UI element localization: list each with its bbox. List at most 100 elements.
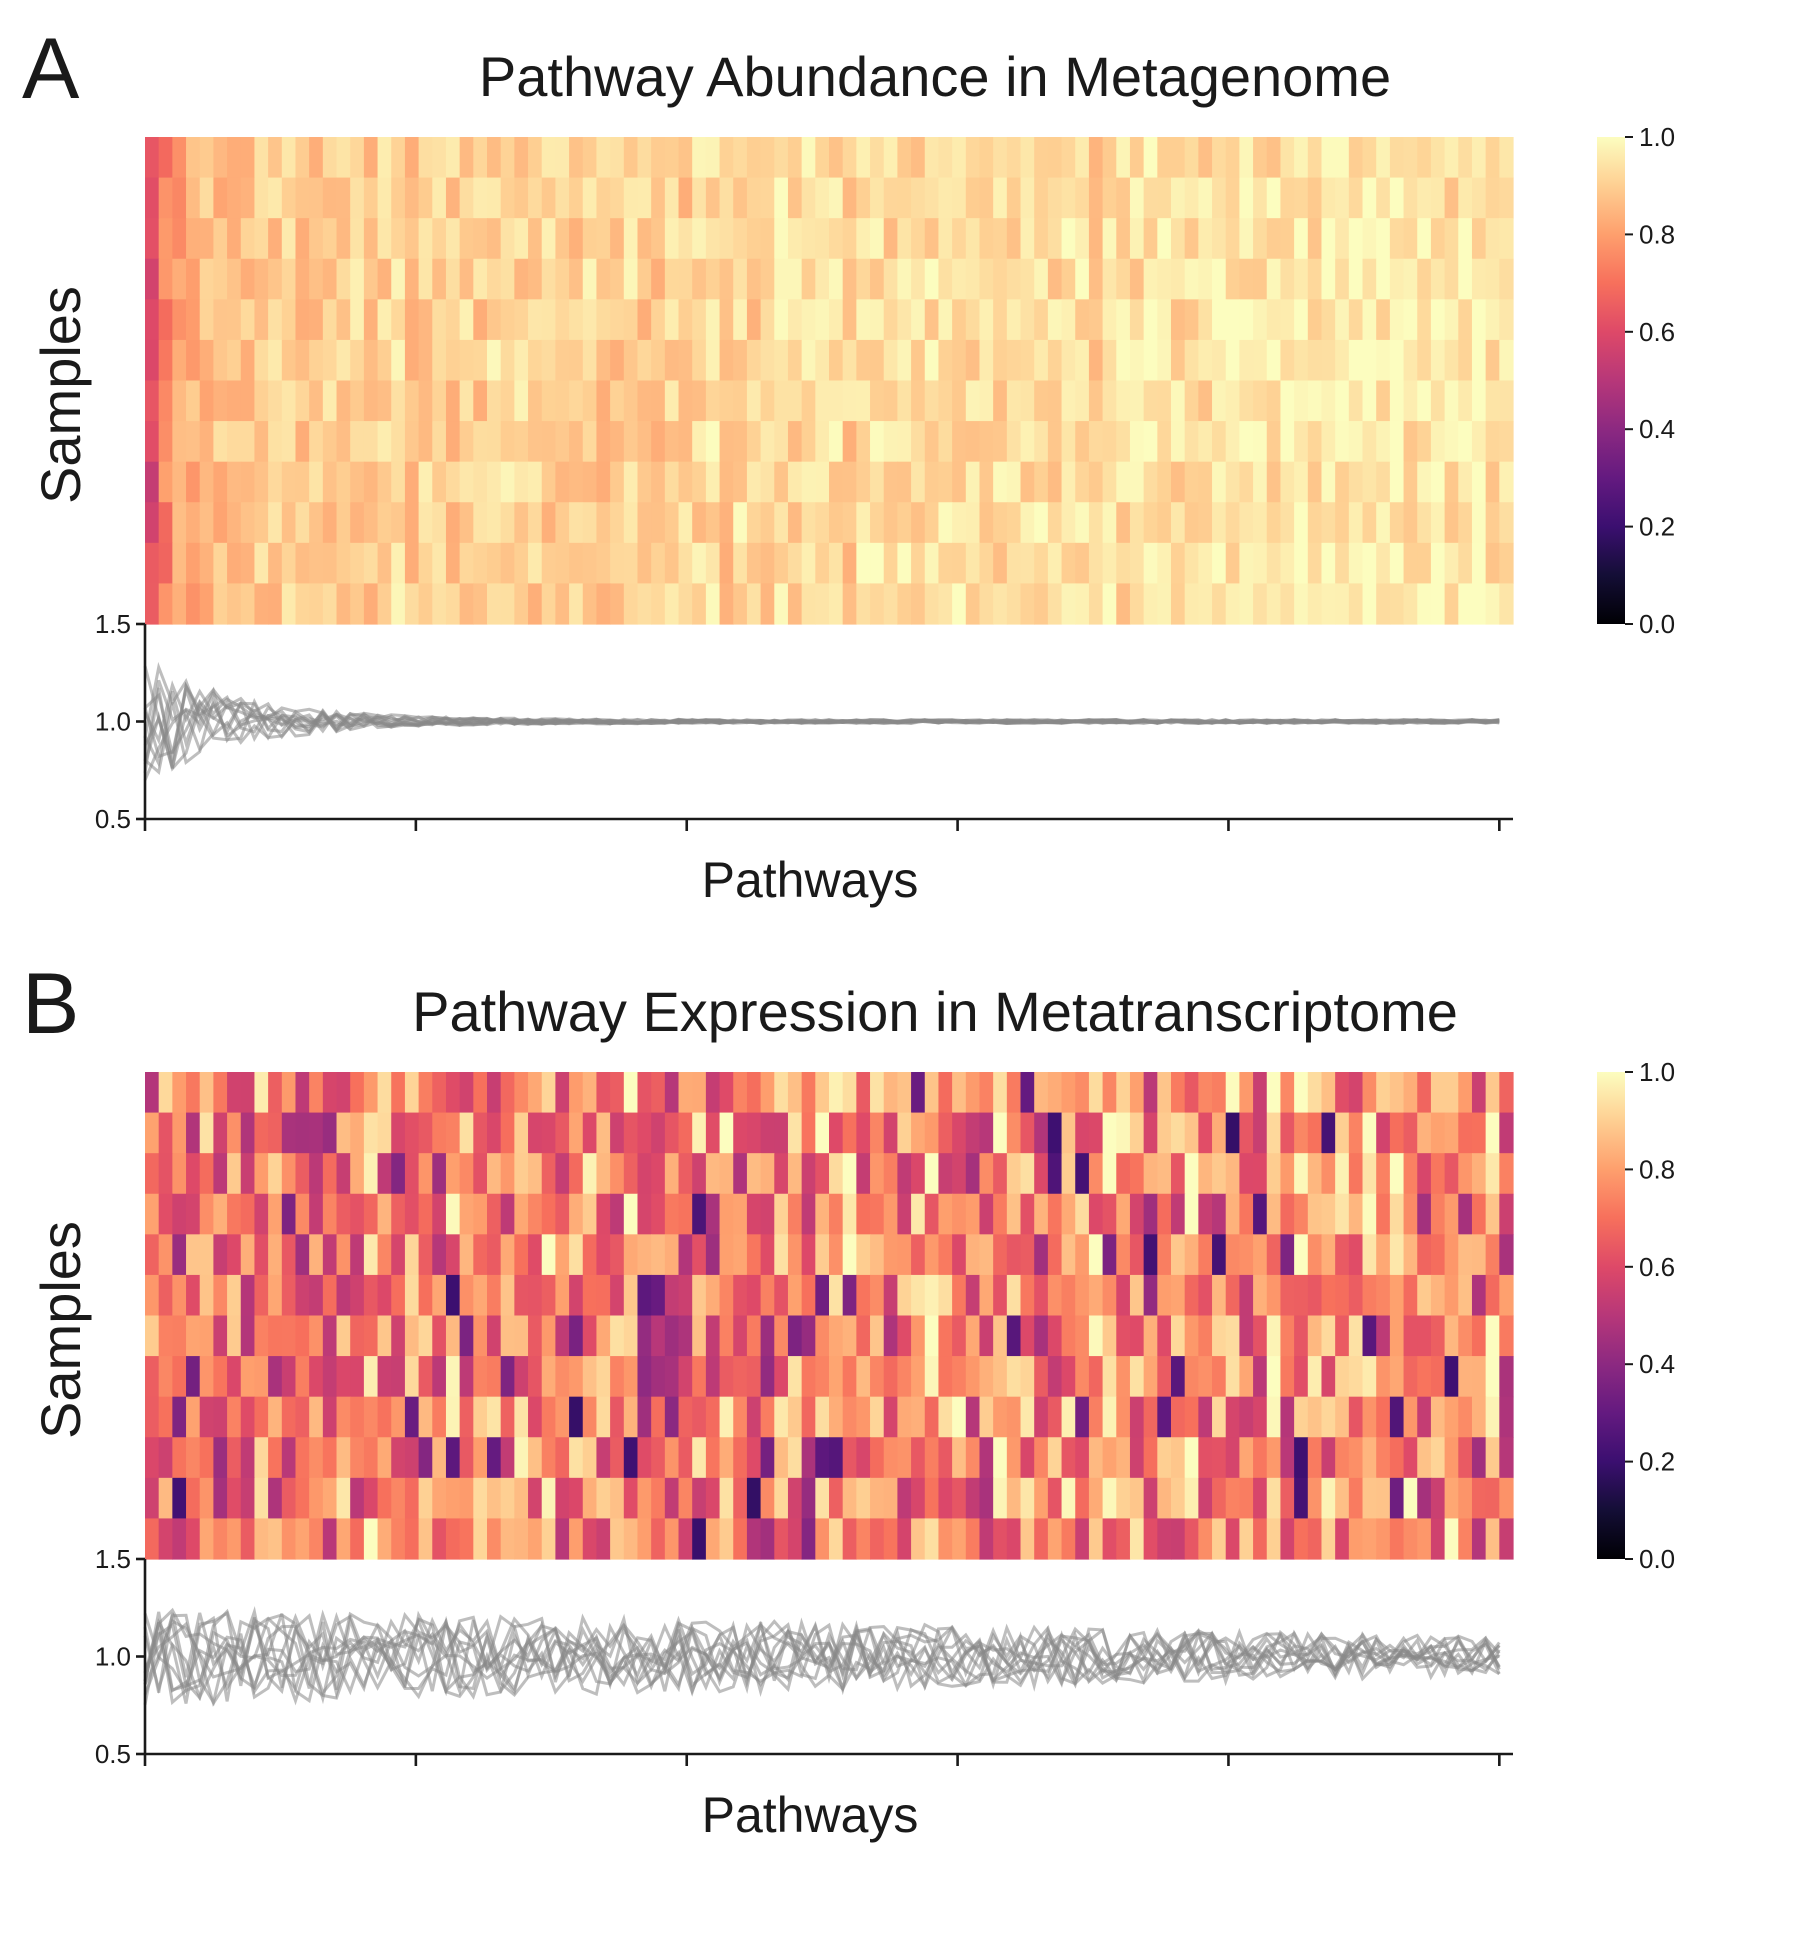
heatmap-cell [1253,502,1268,544]
heatmap-cell [1239,299,1254,341]
heatmap-cell [637,1477,652,1520]
heatmap-cell [1485,461,1500,503]
heatmap-cell [897,1193,912,1235]
heatmap-cell [829,218,844,260]
heatmap-cell [883,339,898,382]
heatmap-cell [145,502,160,544]
heatmap-cell [1458,421,1473,463]
heatmap-cell [172,177,187,219]
heatmap-cell [1116,1274,1131,1317]
heatmap-cell [268,583,283,625]
heatmap-cell [1061,218,1076,260]
heatmap-cell [1499,1234,1514,1276]
heatmap-cell [1020,299,1035,341]
heatmap-cell [295,137,310,179]
heatmap-cell [377,1396,392,1438]
heatmap-cell [1430,380,1446,422]
heatmap-cell [911,1356,926,1398]
heatmap-cell [801,1193,816,1235]
heatmap-cell [1280,1234,1295,1276]
heatmap-cell [692,137,707,179]
heatmap-cell [487,421,502,463]
heatmap-cell [309,1193,324,1235]
series-line [144,696,1500,775]
heatmap-cell [240,1112,256,1154]
heatmap-cell [487,339,502,382]
heatmap-cell [391,1234,406,1276]
heatmap-cell [541,1234,556,1276]
heatmap-cell [1335,380,1350,422]
heatmap-cell [952,218,967,260]
heatmap-cell [528,380,543,422]
heatmap-cell [1362,542,1377,585]
heatmap-cell [924,1072,940,1114]
heatmap-cell [938,177,953,219]
heatmap-cell [1143,583,1158,625]
heatmap-cell [363,1356,379,1398]
heatmap-cell [1075,502,1090,544]
heatmap-cell [1376,1072,1391,1114]
heatmap-cell [1116,421,1131,463]
heatmap-cell [760,299,775,341]
heatmap-cell [582,542,598,585]
heatmap-cell [760,1396,775,1438]
heatmap-cell [1362,1193,1377,1235]
heatmap-cell [459,1234,474,1276]
heatmap-cell [719,1396,734,1438]
heatmap-cell [1225,1234,1240,1276]
heatmap-cell [1102,583,1117,625]
colorbar-a-ticks: 0.00.20.40.60.81.0 [1625,122,1675,639]
heatmap-cell [924,339,940,382]
heatmap-cell [1389,137,1405,179]
heatmap-cell [281,258,297,300]
heatmap-cell [487,258,502,300]
heatmap-cell [733,299,748,341]
heatmap-cell [254,1234,269,1276]
heatmap-cell [487,1234,502,1276]
heatmap-cell [1006,1072,1022,1114]
heatmap-cell [1225,421,1240,463]
heatmap-cell [897,137,912,179]
heatmap-cell [1088,1437,1104,1479]
heatmap-cell [391,1274,406,1317]
heatmap-cell [1444,542,1459,585]
heatmap-cell [1129,218,1145,260]
heatmap-cell [514,461,529,503]
heatmap-cell [1116,502,1131,544]
heatmap-cell [1430,339,1446,382]
heatmap-cell [610,542,625,585]
heatmap-cell [158,177,173,219]
heatmap-cell [787,1193,803,1235]
heatmap-cell [240,380,256,422]
heatmap-cell [418,1396,433,1438]
heatmap-cell [1061,339,1076,382]
heatmap-cell [1034,258,1049,300]
heatmap-cell [623,1518,639,1560]
heatmap-cell [965,1234,981,1276]
heatmap-cell [377,1153,392,1195]
heatmap-cell [582,1356,598,1398]
heatmap-cell [856,1356,871,1398]
heatmap-cell [336,1518,351,1560]
heatmap-cell [528,542,543,585]
heatmap-cell [473,1274,488,1317]
heatmap-cell [1348,1193,1364,1235]
heatmap-cell [719,137,734,179]
heatmap-cell [281,1518,297,1560]
heatmap-cell [1362,583,1377,625]
heatmap-cell [1499,177,1514,219]
heatmap-cell [500,1234,515,1276]
heatmap-cell [678,1356,693,1398]
heatmap-cell [500,1518,515,1560]
heatmap-cell [459,1112,474,1154]
heatmap-cell [897,1112,912,1154]
heatmap-cell [1389,421,1405,463]
heatmap-cell [309,339,324,382]
heatmap-cell [1102,1072,1117,1114]
heatmap-cell [1006,1234,1022,1276]
heatmap-cell [213,1153,228,1195]
heatmap-cell [404,1274,420,1317]
heatmap-cell [1129,1518,1145,1560]
heatmap-cell [1335,177,1350,219]
heatmap-cell [1034,1518,1049,1560]
